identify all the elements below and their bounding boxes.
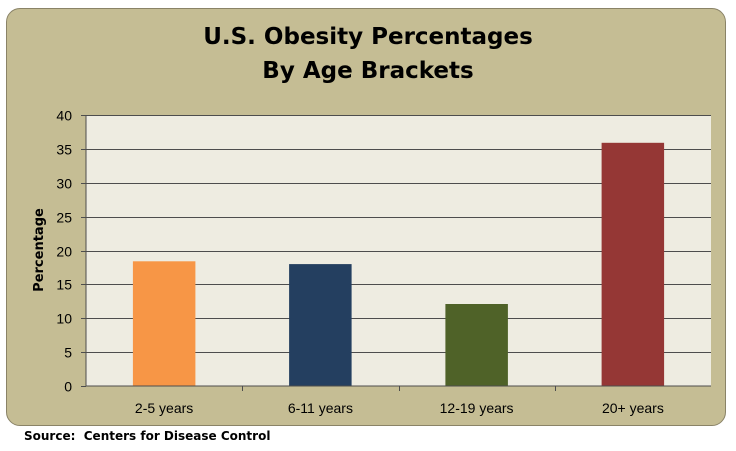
y-tick-label: 20 [56,244,72,260]
y-tick-label: 0 [64,379,72,395]
y-tick-label: 5 [64,345,72,361]
bars [132,142,665,386]
x-axis-ticks: 2-5 years 6-11 years 12-19 years 20+ years [135,386,664,416]
source-note: Source: Centers for Disease Control [24,429,271,443]
x-tick-label: 2-5 years [135,400,193,416]
y-tick-label: 40 [56,108,72,124]
y-tick-label: 15 [56,277,72,293]
chart-title-line-2: By Age Brackets [262,58,474,84]
bar-12-19-years [445,304,508,386]
bar-6-11-years [289,264,352,386]
bar-2-5-years [132,261,196,386]
chart-title: U.S. Obesity Percentages By Age Brackets [0,20,736,88]
y-axis-label: Percentage [32,208,47,292]
x-tick-label: 6-11 years [288,400,353,416]
y-tick-label: 25 [56,210,72,226]
y-axis-ticks: 0 5 10 15 20 25 30 35 40 [56,108,86,395]
y-tick-label: 10 [56,311,72,327]
bar-20-years [601,142,665,386]
y-tick-label: 30 [56,176,72,192]
chart-title-line-1: U.S. Obesity Percentages [203,24,533,50]
x-tick-label: 12-19 years [440,400,514,416]
y-tick-label: 35 [56,142,72,158]
x-tick-label: 20+ years [602,400,664,416]
